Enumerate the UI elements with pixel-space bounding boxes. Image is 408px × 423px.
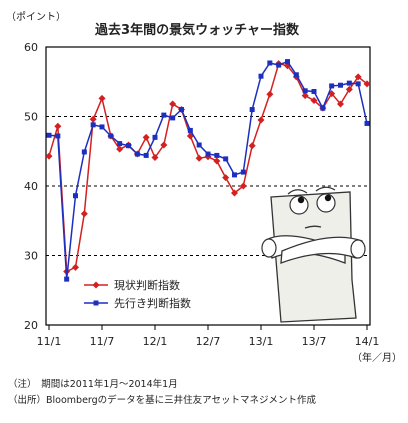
x-unit-label: （年／月） [352, 351, 402, 364]
series-1-point [239, 182, 247, 190]
x-tick-label: 14/1 [355, 335, 380, 348]
series-1-point [72, 263, 79, 271]
series-1-point [213, 157, 221, 165]
x-tick-label: 11/7 [90, 335, 115, 348]
series-1-point [231, 189, 238, 197]
series-1-point [195, 154, 203, 162]
series-2-point [338, 82, 343, 88]
series-1-point [54, 122, 62, 130]
y-tick-label: 30 [24, 250, 38, 263]
series-1-point [45, 152, 53, 160]
series-2-point [214, 152, 220, 158]
figure-mouth [304, 225, 322, 229]
series-2-point [223, 156, 229, 162]
series-1-point [89, 115, 97, 123]
series-2-point [187, 127, 193, 133]
figure-hand-left [261, 238, 277, 258]
thinking-figure-body [270, 191, 357, 323]
figure-arm-right [280, 236, 363, 264]
x-tick-label: 12/1 [143, 335, 168, 348]
series-1-point [116, 145, 124, 153]
figure-hand-right [350, 239, 366, 259]
series-2-point [90, 122, 96, 128]
series-2-point [302, 88, 308, 94]
series-1-point [257, 116, 265, 124]
series-1-point [222, 174, 230, 182]
series-2-point [196, 142, 202, 148]
x-tick-label: 13/1 [249, 335, 274, 348]
series-1-point [301, 92, 309, 100]
x-tick-label: 13/7 [302, 335, 327, 348]
legend-marker [92, 281, 100, 289]
series-1-point [363, 80, 371, 88]
figure-right-pupil [324, 194, 332, 202]
note-period: （注） 期間は2011年1月～2014年1月 [8, 379, 178, 390]
series-2-point [143, 152, 149, 158]
y-tick-label: 20 [24, 319, 38, 332]
figure-left-pupil [297, 196, 305, 204]
series-2-point [134, 151, 140, 157]
series-2-point [276, 62, 282, 68]
series-2-point [64, 276, 70, 282]
series-1-point [142, 133, 150, 141]
series-2-point [117, 141, 123, 147]
series-1-point [160, 141, 168, 149]
y-tick-label: 40 [24, 180, 38, 193]
series-2-point [320, 105, 326, 111]
series-1-point [248, 142, 256, 150]
x-tick-label: 12/7 [196, 335, 221, 348]
legend-marker [93, 300, 99, 306]
series-2-point [329, 83, 335, 89]
series-2-point [108, 133, 114, 139]
series-1-point [354, 73, 362, 81]
y-tick-label: 60 [24, 41, 38, 54]
series-2-point [170, 115, 176, 121]
series-2-point [46, 132, 52, 138]
series-2-point [81, 149, 87, 155]
series-2-point [346, 80, 352, 86]
chart-title: 過去3年間の景気ウォッチャー指数 [94, 22, 300, 38]
y-unit-label: （ポイント） [6, 11, 66, 23]
series-1-point [151, 154, 159, 162]
series-2-point [232, 172, 237, 178]
series-2-point [311, 88, 317, 94]
series-1-point [345, 85, 353, 93]
series-1-point [266, 90, 274, 98]
series-2-point [179, 107, 184, 113]
series-2-point [364, 120, 370, 126]
series-2-point [152, 134, 158, 140]
series-1-point [80, 210, 88, 218]
series-2-point [161, 112, 167, 118]
series-2-point [355, 81, 361, 87]
series-2-point [126, 143, 131, 149]
series-2-point [293, 72, 299, 78]
series-2-point [73, 193, 78, 199]
series-2-point [99, 124, 105, 130]
note-source: （出所）Bloombergのデータを基に三井住友アセットマネジメント作成 [8, 395, 316, 406]
series-2-point [258, 73, 264, 79]
series-1-point [169, 100, 177, 108]
series-2-point [55, 133, 61, 139]
series-2-point [249, 107, 255, 113]
series-2-point [285, 59, 290, 65]
series-1-point [337, 100, 344, 108]
legend-label: 現状判断指数 [114, 278, 180, 292]
series-2-point [205, 151, 211, 157]
series-1-point [98, 94, 106, 102]
y-tick-label: 50 [24, 111, 38, 124]
figure-eyebrows [287, 186, 336, 195]
series-2-point [267, 60, 273, 66]
x-tick-label: 11/1 [37, 335, 62, 348]
series-2-point [240, 169, 246, 175]
series-1-point [310, 97, 318, 105]
legend-label: 先行き判断指数 [114, 296, 191, 310]
